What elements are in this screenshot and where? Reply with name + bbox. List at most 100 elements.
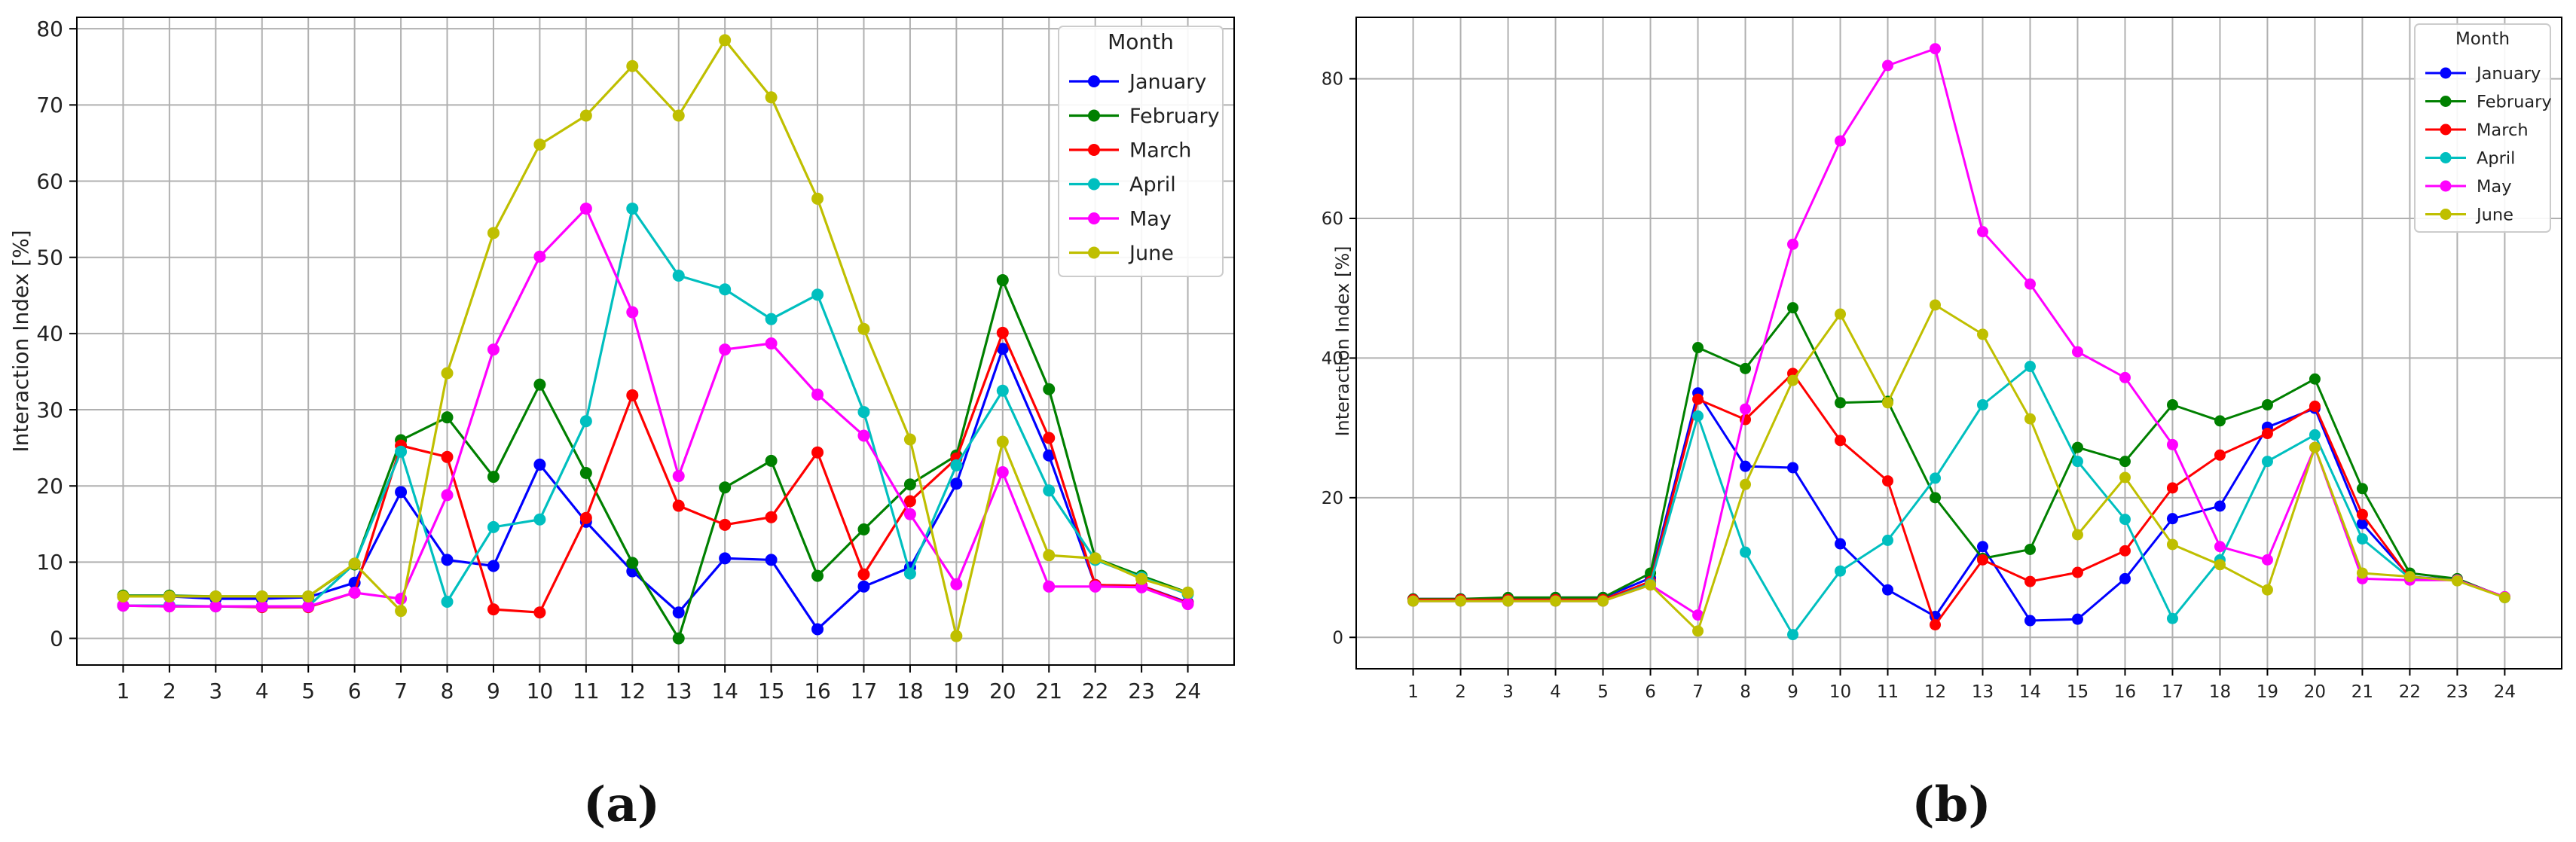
data-point-june <box>1740 478 1752 490</box>
data-point-may <box>765 337 778 350</box>
series-line-march <box>1413 372 2505 627</box>
series-may <box>117 202 1194 613</box>
data-point-may <box>950 578 963 590</box>
x-tick-label: 11 <box>1877 682 1899 702</box>
data-point-june <box>811 192 824 205</box>
data-point-january <box>2071 613 2083 625</box>
data-point-june <box>1692 625 1704 637</box>
x-tick-label: 20 <box>989 679 1016 703</box>
plot-frame-a <box>76 17 1235 666</box>
data-point-june <box>2403 571 2416 583</box>
data-point-april <box>579 415 592 428</box>
data-point-february <box>2309 373 2321 385</box>
panel-label-a: (a) <box>583 776 660 833</box>
data-point-march <box>765 511 778 523</box>
data-point-may <box>1135 581 1148 593</box>
data-point-march <box>579 511 592 524</box>
x-tick-label: 19 <box>943 679 970 703</box>
data-point-april <box>2356 533 2368 545</box>
x-tick-label: 12 <box>1924 682 1946 702</box>
data-point-april <box>996 384 1009 397</box>
data-point-may <box>1181 598 1194 611</box>
data-point-june <box>1835 308 1847 320</box>
data-point-june <box>2071 529 2083 541</box>
data-point-january <box>719 552 732 565</box>
legend-label-may: May <box>2477 177 2512 197</box>
data-point-march <box>2261 428 2273 440</box>
data-point-may <box>255 600 268 613</box>
series-line-june <box>123 38 1189 638</box>
data-point-january <box>857 580 870 593</box>
data-point-june <box>579 109 592 122</box>
legend-title: Month <box>1108 29 1174 54</box>
data-point-april <box>2261 456 2273 468</box>
y-tick-label: 80 <box>1322 70 1343 90</box>
legend-marker-may <box>1088 212 1100 224</box>
data-point-february <box>2119 456 2131 468</box>
data-point-january <box>1976 541 1988 553</box>
legend-label-march: March <box>2477 121 2529 140</box>
data-point-june <box>1043 549 1056 562</box>
data-point-january <box>950 477 963 490</box>
data-point-april <box>2024 361 2036 373</box>
data-point-june <box>996 435 1009 448</box>
data-point-may <box>441 489 454 502</box>
data-point-may <box>1835 135 1847 147</box>
x-tick-label: 9 <box>487 679 500 703</box>
legend-marker-april <box>1088 178 1100 191</box>
data-point-april <box>1692 410 1704 422</box>
data-point-may <box>579 202 592 215</box>
data-point-june <box>2214 559 2226 571</box>
series-line-february <box>1413 307 2505 600</box>
data-point-february <box>857 523 870 535</box>
data-point-may <box>2166 438 2178 450</box>
data-point-april <box>2071 456 2083 468</box>
data-point-june <box>533 138 546 151</box>
data-point-april <box>1882 534 1894 546</box>
x-tick-label: 3 <box>209 679 222 703</box>
legend-label-june: June <box>2475 205 2513 224</box>
data-point-march <box>441 450 454 463</box>
data-point-march <box>1692 393 1704 405</box>
data-point-february <box>996 274 1009 287</box>
data-point-march <box>2024 575 2036 587</box>
data-point-february <box>903 478 916 491</box>
legend-marker-february <box>2440 96 2452 107</box>
x-tick-label: 21 <box>1035 679 1062 703</box>
legend-marker-april <box>2440 152 2452 163</box>
data-point-march <box>719 518 732 531</box>
x-tick-label: 8 <box>1740 682 1751 702</box>
data-point-january <box>487 560 500 572</box>
legend-title: Month <box>2455 29 2510 49</box>
y-tick-label: 0 <box>1332 628 1343 648</box>
data-point-april <box>857 406 870 419</box>
data-point-may <box>1740 403 1752 415</box>
data-point-march <box>672 499 685 512</box>
x-tick-label: 2 <box>1455 682 1466 702</box>
data-point-june <box>1930 299 1942 311</box>
y-tick-label: 80 <box>36 17 63 41</box>
data-point-january <box>1043 449 1056 462</box>
data-point-april <box>487 520 500 533</box>
data-point-april <box>1930 472 1942 484</box>
data-point-june <box>719 34 732 47</box>
data-point-march <box>1976 554 1988 566</box>
data-point-february <box>811 569 824 582</box>
data-point-april <box>1740 546 1752 558</box>
data-point-april <box>950 459 963 471</box>
data-point-january <box>1787 462 1799 474</box>
y-axis-a: 0 10 20 30 40 50 60 70 80 <box>36 17 77 651</box>
x-tick-label: 4 <box>1550 682 1561 702</box>
data-point-june <box>672 109 685 122</box>
panel-label-b: (b) <box>1911 776 1991 833</box>
data-point-june <box>1787 374 1799 386</box>
data-point-may <box>1882 59 1894 72</box>
data-point-february <box>2166 399 2178 411</box>
data-point-may <box>857 429 870 442</box>
x-tick-label: 7 <box>394 679 408 703</box>
data-point-may <box>348 586 361 599</box>
series-group-a <box>117 34 1194 645</box>
data-point-april <box>533 513 546 526</box>
